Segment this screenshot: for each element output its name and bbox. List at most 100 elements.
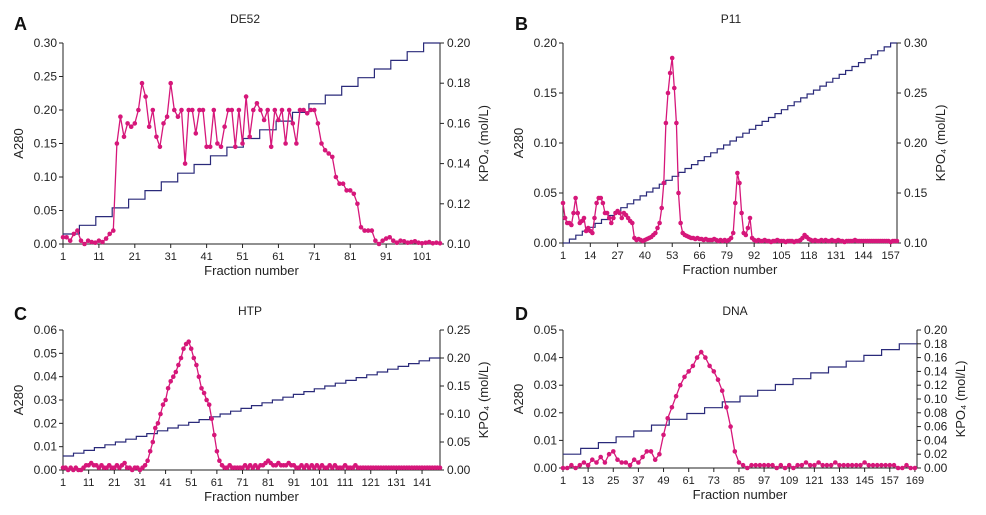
absorbance-point [132,121,138,126]
y-tick-label: 0.00 [534,461,558,475]
absorbance-point [290,121,296,126]
x-tick-label: 118 [800,250,818,262]
y-tick-label: 0.30 [34,36,58,50]
absorbance-point [272,107,278,113]
absorbance-point [437,465,443,470]
y2-tick-label: 0.20 [447,351,471,365]
absorbance-point [150,439,156,445]
x-tick-label: 66 [693,250,705,262]
y2-axis-label: KPO₄ (mol/L) [476,362,491,439]
y2-tick-label: 0.10 [447,407,471,421]
absorbance-point [103,236,109,241]
x-tick-label: 91 [380,251,392,263]
absorbance-point [617,210,622,216]
panel-label: D [515,304,528,324]
x-axis-label: Fraction number [683,262,778,277]
absorbance-point [631,457,637,462]
absorbance-point [652,457,658,462]
absorbance-point [560,200,566,206]
y2-axis-label: KPO₄ (mol/L) [476,105,491,182]
absorbance-point [416,240,421,245]
absorbance-point [200,107,206,113]
x-tick-label: 21 [108,477,120,489]
x-tick-label: 61 [683,475,695,487]
absorbance-point [214,449,220,454]
absorbance-point [573,195,578,201]
absorbance-point [398,238,403,243]
y2-tick-label: 0.00 [924,461,948,475]
absorbance-point [728,235,734,241]
absorbance-point [158,411,163,417]
absorbance-point [828,462,834,468]
x-tick-label: 73 [708,475,720,487]
absorbance-point [211,107,217,113]
absorbance-point [858,462,863,468]
chart-svg: 0.00 0.05 0.10 0.15 0.20 0.25 0.30 0.10 0.12 0.14… [11,36,491,278]
absorbance-point [147,449,153,454]
absorbance-point [261,117,267,123]
absorbance-point [181,346,186,351]
absorbance-point [657,451,662,457]
chart-svg: 0.000.010.020.030.040.050.000.020.040.06… [511,323,968,502]
absorbance-point [854,462,859,468]
absorbance-point [330,154,335,160]
absorbance-point [243,94,249,99]
absorbance-point [365,228,371,233]
absorbance-point [619,460,624,465]
absorbance-point [186,339,191,344]
x-tick-label: 79 [721,250,733,262]
absorbance-point [619,215,625,221]
y-tick-label: 0.04 [34,370,58,384]
x-tick-label: 121 [805,475,823,487]
y-axis-label: A280 [511,384,526,414]
y2-tick-label: 0.20 [924,323,948,337]
absorbance-point [698,349,704,355]
absorbance-point [168,80,173,86]
absorbance-point [369,228,375,233]
absorbance-point [206,402,212,407]
y-tick-label: 0.02 [34,416,58,430]
x-tick-label: 1 [60,477,66,489]
absorbance-point [661,432,666,438]
absorbance-point [279,107,285,113]
y2-tick-label: 0.12 [447,197,471,211]
absorbance-point [562,215,568,221]
absorbance-point [333,174,339,180]
absorbance-point [315,121,321,126]
absorbance-point [142,463,148,468]
absorbance-point [111,228,116,233]
x-tick-label: 1 [60,251,66,263]
y-tick-label: 0.00 [534,236,558,250]
absorbance-point [233,144,238,150]
y-tick-label: 0.06 [34,323,58,337]
absorbance-point [694,355,700,360]
absorbance-point [575,210,580,216]
absorbance-point [682,374,687,380]
absorbance-point [812,462,817,468]
x-tick-label: 41 [159,477,171,489]
y-tick-label: 0.01 [34,440,58,454]
absorbance-point [286,107,292,113]
absorbance-point [114,141,120,146]
absorbance-point [89,239,94,245]
absorbance-point [322,147,328,153]
absorbance-point [201,390,207,396]
x-tick-label: 91 [288,477,300,489]
absorbance-point [644,449,650,454]
absorbance-point [774,465,779,471]
absorbance-point [743,232,749,238]
y-tick-label: 0.20 [534,36,558,50]
absorbance-point [803,460,809,465]
absorbance-point [912,465,918,471]
absorbance-point [874,462,880,468]
absorbance-point [163,397,168,403]
x-tick-label: 131 [827,250,845,262]
absorbance-point [319,141,324,146]
absorbance-point [623,460,629,465]
absorbance-point [107,231,112,237]
absorbance-point [268,144,274,150]
absorbance-point [663,120,669,126]
absorbance-point [337,181,342,186]
absorbance-point [807,462,813,468]
absorbance-point [606,451,612,457]
